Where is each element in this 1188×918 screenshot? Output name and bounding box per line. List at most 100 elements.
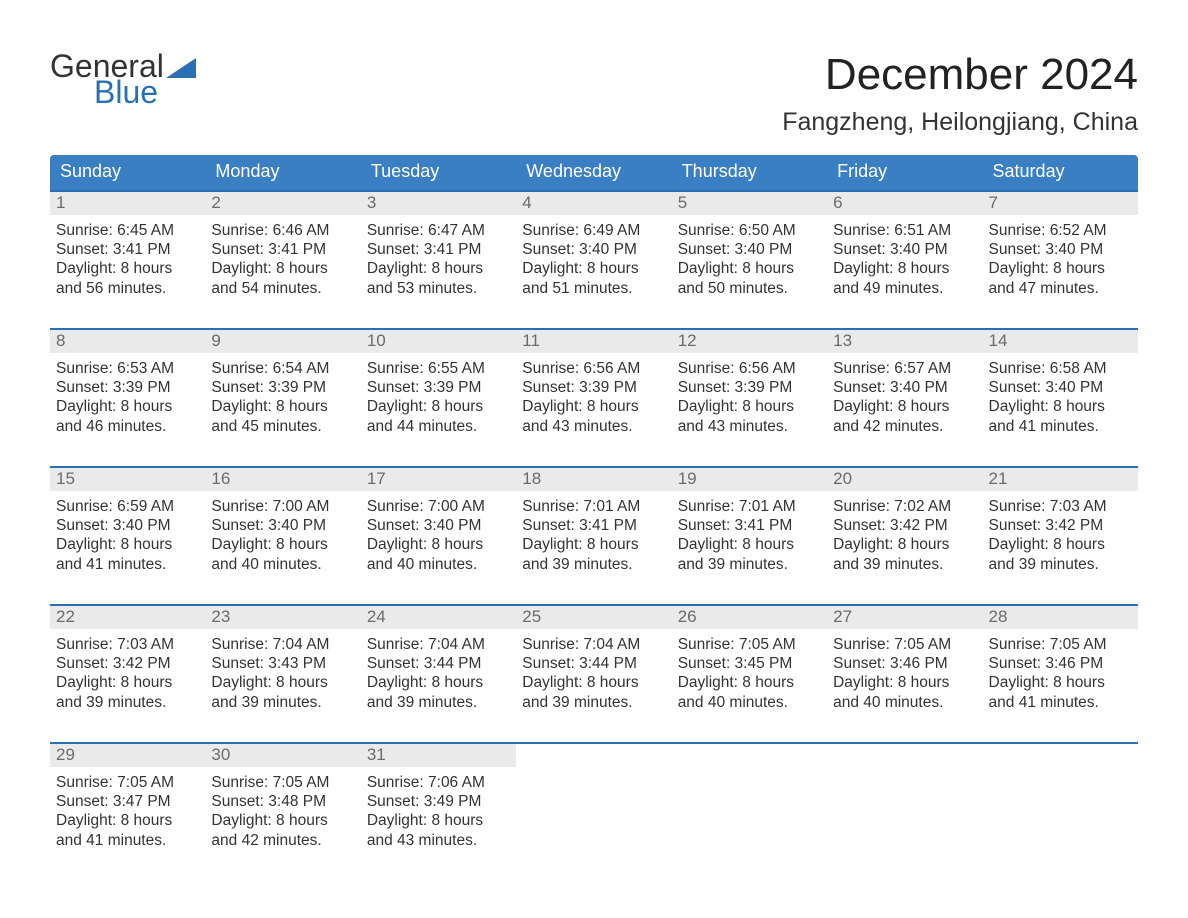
day-body: Sunrise: 7:05 AMSunset: 3:48 PMDaylight:…: [205, 767, 360, 851]
sunrise-line: Sunrise: 6:54 AM: [211, 359, 354, 378]
sunrise-line: Sunrise: 7:05 AM: [678, 635, 821, 654]
day-body: Sunrise: 7:05 AMSunset: 3:45 PMDaylight:…: [672, 629, 827, 713]
daylight-line-2: and 41 minutes.: [989, 693, 1132, 712]
sunset-line: Sunset: 3:42 PM: [989, 516, 1132, 535]
day-cell: 9Sunrise: 6:54 AMSunset: 3:39 PMDaylight…: [205, 330, 360, 440]
day-number: 26: [672, 606, 827, 629]
sunrise-line: Sunrise: 7:05 AM: [989, 635, 1132, 654]
day-body: Sunrise: 6:49 AMSunset: 3:40 PMDaylight:…: [516, 215, 671, 299]
day-cell: 25Sunrise: 7:04 AMSunset: 3:44 PMDayligh…: [516, 606, 671, 716]
daylight-line-1: Daylight: 8 hours: [989, 397, 1132, 416]
day-cell: 19Sunrise: 7:01 AMSunset: 3:41 PMDayligh…: [672, 468, 827, 578]
week-row: 22Sunrise: 7:03 AMSunset: 3:42 PMDayligh…: [50, 604, 1138, 742]
daylight-line-1: Daylight: 8 hours: [56, 535, 199, 554]
day-body: Sunrise: 6:50 AMSunset: 3:40 PMDaylight:…: [672, 215, 827, 299]
day-body: Sunrise: 6:55 AMSunset: 3:39 PMDaylight:…: [361, 353, 516, 437]
day-number: 15: [50, 468, 205, 491]
sunset-line: Sunset: 3:40 PM: [989, 240, 1132, 259]
day-body: Sunrise: 6:53 AMSunset: 3:39 PMDaylight:…: [50, 353, 205, 437]
sunrise-line: Sunrise: 6:57 AM: [833, 359, 976, 378]
daylight-line-1: Daylight: 8 hours: [522, 673, 665, 692]
sunset-line: Sunset: 3:45 PM: [678, 654, 821, 673]
daylight-line-2: and 42 minutes.: [833, 417, 976, 436]
day-cell: 16Sunrise: 7:00 AMSunset: 3:40 PMDayligh…: [205, 468, 360, 578]
sunset-line: Sunset: 3:39 PM: [522, 378, 665, 397]
day-number: 14: [983, 330, 1138, 353]
day-cell: 10Sunrise: 6:55 AMSunset: 3:39 PMDayligh…: [361, 330, 516, 440]
daylight-line-1: Daylight: 8 hours: [211, 535, 354, 554]
sunset-line: Sunset: 3:42 PM: [833, 516, 976, 535]
daylight-line-1: Daylight: 8 hours: [833, 259, 976, 278]
daylight-line-1: Daylight: 8 hours: [367, 259, 510, 278]
day-number: 31: [361, 744, 516, 767]
day-cell: 5Sunrise: 6:50 AMSunset: 3:40 PMDaylight…: [672, 192, 827, 302]
sunrise-line: Sunrise: 7:01 AM: [522, 497, 665, 516]
logo-text-blue: Blue: [94, 76, 196, 108]
day-cell: 28Sunrise: 7:05 AMSunset: 3:46 PMDayligh…: [983, 606, 1138, 716]
day-number: [983, 744, 1138, 767]
day-number: 1: [50, 192, 205, 215]
daylight-line-1: Daylight: 8 hours: [367, 811, 510, 830]
day-number: 23: [205, 606, 360, 629]
day-cell: 2Sunrise: 6:46 AMSunset: 3:41 PMDaylight…: [205, 192, 360, 302]
daylight-line-1: Daylight: 8 hours: [211, 811, 354, 830]
daylight-line-2: and 43 minutes.: [522, 417, 665, 436]
day-cell: [672, 744, 827, 854]
day-number: 12: [672, 330, 827, 353]
sunset-line: Sunset: 3:40 PM: [522, 240, 665, 259]
day-number: 29: [50, 744, 205, 767]
daylight-line-1: Daylight: 8 hours: [522, 535, 665, 554]
daylight-line-1: Daylight: 8 hours: [211, 259, 354, 278]
daylight-line-1: Daylight: 8 hours: [367, 397, 510, 416]
sunset-line: Sunset: 3:43 PM: [211, 654, 354, 673]
daylight-line-2: and 41 minutes.: [56, 831, 199, 850]
sunset-line: Sunset: 3:39 PM: [678, 378, 821, 397]
daylight-line-1: Daylight: 8 hours: [678, 397, 821, 416]
week-row: 8Sunrise: 6:53 AMSunset: 3:39 PMDaylight…: [50, 328, 1138, 466]
sunrise-line: Sunrise: 6:50 AM: [678, 221, 821, 240]
day-body: Sunrise: 7:04 AMSunset: 3:44 PMDaylight:…: [516, 629, 671, 713]
day-number: 28: [983, 606, 1138, 629]
logo: General Blue: [50, 50, 196, 108]
day-cell: 8Sunrise: 6:53 AMSunset: 3:39 PMDaylight…: [50, 330, 205, 440]
day-number: 6: [827, 192, 982, 215]
weekday-thursday: Thursday: [672, 155, 827, 190]
sunset-line: Sunset: 3:41 PM: [56, 240, 199, 259]
day-cell: 6Sunrise: 6:51 AMSunset: 3:40 PMDaylight…: [827, 192, 982, 302]
daylight-line-1: Daylight: 8 hours: [522, 397, 665, 416]
daylight-line-1: Daylight: 8 hours: [833, 397, 976, 416]
day-body: Sunrise: 7:06 AMSunset: 3:49 PMDaylight:…: [361, 767, 516, 851]
day-body: Sunrise: 6:46 AMSunset: 3:41 PMDaylight:…: [205, 215, 360, 299]
sunrise-line: Sunrise: 7:04 AM: [367, 635, 510, 654]
sunrise-line: Sunrise: 6:59 AM: [56, 497, 199, 516]
day-body: Sunrise: 6:58 AMSunset: 3:40 PMDaylight:…: [983, 353, 1138, 437]
sunset-line: Sunset: 3:40 PM: [989, 378, 1132, 397]
sunrise-line: Sunrise: 7:02 AM: [833, 497, 976, 516]
weekday-sunday: Sunday: [50, 155, 205, 190]
daylight-line-2: and 39 minutes.: [522, 555, 665, 574]
location-title: Fangzheng, Heilongjiang, China: [782, 108, 1138, 137]
day-number: [827, 744, 982, 767]
daylight-line-2: and 39 minutes.: [56, 693, 199, 712]
day-cell: 30Sunrise: 7:05 AMSunset: 3:48 PMDayligh…: [205, 744, 360, 854]
daylight-line-2: and 40 minutes.: [678, 693, 821, 712]
day-body: Sunrise: 6:54 AMSunset: 3:39 PMDaylight:…: [205, 353, 360, 437]
day-cell: [983, 744, 1138, 854]
sunset-line: Sunset: 3:49 PM: [367, 792, 510, 811]
daylight-line-2: and 49 minutes.: [833, 279, 976, 298]
sunrise-line: Sunrise: 7:01 AM: [678, 497, 821, 516]
sunset-line: Sunset: 3:41 PM: [211, 240, 354, 259]
day-cell: 27Sunrise: 7:05 AMSunset: 3:46 PMDayligh…: [827, 606, 982, 716]
daylight-line-2: and 39 minutes.: [367, 693, 510, 712]
daylight-line-1: Daylight: 8 hours: [211, 397, 354, 416]
sunset-line: Sunset: 3:41 PM: [522, 516, 665, 535]
sunset-line: Sunset: 3:41 PM: [678, 516, 821, 535]
daylight-line-2: and 43 minutes.: [367, 831, 510, 850]
day-cell: [516, 744, 671, 854]
calendar-weeks: 1Sunrise: 6:45 AMSunset: 3:41 PMDaylight…: [50, 190, 1138, 880]
day-cell: [827, 744, 982, 854]
weekday-tuesday: Tuesday: [361, 155, 516, 190]
day-number: 24: [361, 606, 516, 629]
header: General Blue December 2024 Fangzheng, He…: [50, 50, 1138, 137]
sunrise-line: Sunrise: 7:00 AM: [211, 497, 354, 516]
